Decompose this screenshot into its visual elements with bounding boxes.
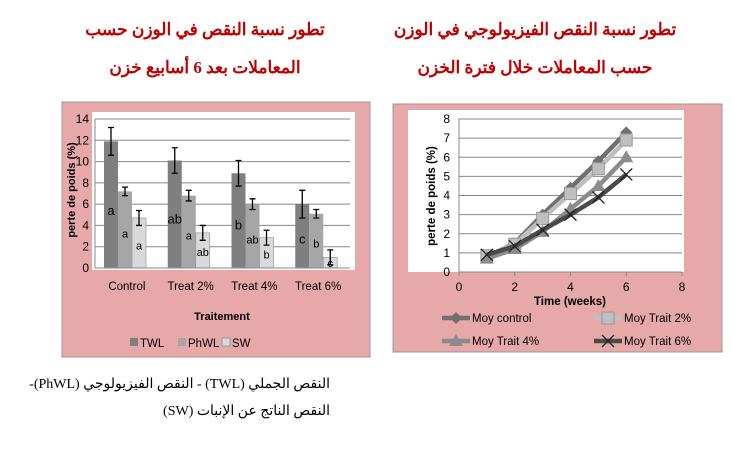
error-bar bbox=[171, 147, 178, 174]
significance-letter: ab bbox=[168, 212, 182, 227]
error-bar bbox=[185, 189, 192, 202]
y-tick-label: 6 bbox=[82, 197, 89, 211]
error-bar bbox=[327, 249, 334, 266]
significance-letter: ab bbox=[197, 247, 209, 259]
error-bar bbox=[122, 186, 128, 197]
error-bar bbox=[235, 159, 242, 187]
error-bar bbox=[108, 126, 114, 156]
caption-line1: النقص الجملي (TWL) - النقص الفيزيولوجي (… bbox=[29, 377, 330, 392]
y-tick-label: 4 bbox=[82, 218, 89, 232]
bar bbox=[309, 213, 324, 268]
significance-letter: ab bbox=[246, 234, 258, 246]
right-title-line2: حسب المعاملات خلال فترة الخزن bbox=[417, 58, 653, 77]
y-tick-label: 2 bbox=[82, 240, 89, 254]
significance-letter: b bbox=[263, 249, 269, 261]
y-tick-label: 8 bbox=[82, 176, 89, 190]
y-tick-label: 12 bbox=[76, 133, 90, 147]
legend-label: SW bbox=[232, 338, 251, 350]
significance-letter: a bbox=[122, 229, 129, 241]
bar bbox=[231, 173, 246, 268]
x-tick-label: Control bbox=[108, 281, 145, 293]
error-bar bbox=[263, 229, 270, 246]
x-tick-label: Treat 6% bbox=[295, 281, 341, 293]
x-tick-label: Treat 4% bbox=[231, 281, 277, 293]
significance-letter: a bbox=[136, 240, 143, 252]
right-title-line1: تطور نسبة النقص الفيزيولوجي في الوزن bbox=[393, 20, 677, 39]
x-axis-label: Traitement bbox=[194, 311, 250, 323]
bar bbox=[118, 191, 132, 268]
legend-swatch bbox=[130, 338, 138, 346]
left-title-line1: تطور نسبة النقص في الوزن حسب bbox=[85, 20, 325, 39]
legend-swatch bbox=[178, 338, 186, 346]
error-bar bbox=[249, 198, 256, 211]
significance-letter: b bbox=[235, 217, 242, 232]
significance-letter: b bbox=[313, 239, 319, 251]
bar bbox=[245, 204, 260, 268]
significance-letter: a bbox=[186, 230, 193, 242]
bar bbox=[104, 141, 118, 268]
bar bbox=[181, 195, 196, 268]
legend-label: TWL bbox=[140, 338, 165, 350]
y-tick-label: 0 bbox=[82, 261, 89, 275]
x-tick-label: Treat 2% bbox=[168, 281, 214, 293]
legend-swatch bbox=[221, 337, 231, 347]
bar bbox=[167, 160, 182, 268]
significance-letter: c bbox=[328, 258, 334, 270]
left-title-line2: المعاملات بعد 6 أسابيع خزن bbox=[109, 58, 301, 77]
legend-label: PhWL bbox=[188, 338, 220, 350]
y-axis-label: perte de poids (%) bbox=[66, 142, 78, 238]
error-bar bbox=[136, 209, 142, 227]
error-bar bbox=[199, 224, 206, 241]
y-tick-label: 10 bbox=[76, 155, 90, 169]
significance-letter: a bbox=[107, 203, 115, 218]
error-bar bbox=[313, 208, 320, 219]
caption-line2: النقص الناتج عن الإنبات (SW) bbox=[163, 404, 330, 419]
y-tick-label: 14 bbox=[76, 112, 90, 126]
bar bbox=[295, 204, 310, 268]
significance-letter: c bbox=[299, 231, 306, 246]
error-bar bbox=[299, 189, 306, 219]
